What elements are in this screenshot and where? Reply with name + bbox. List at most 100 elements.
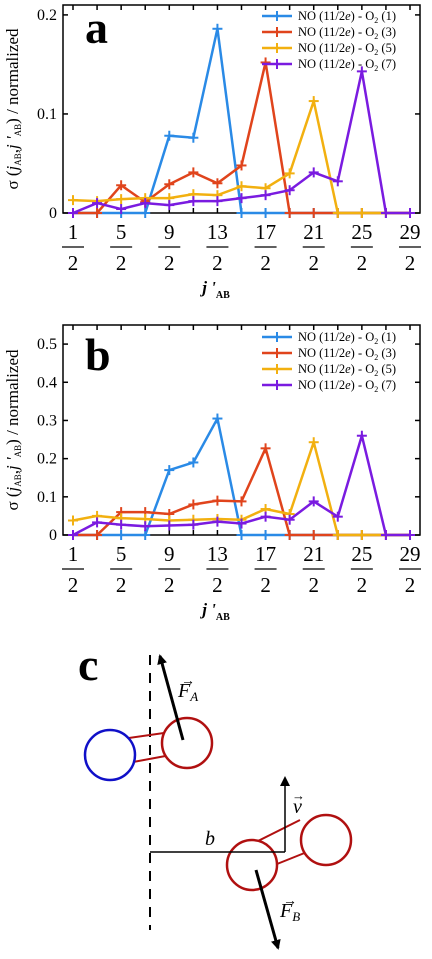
data-point <box>284 514 295 525</box>
x-tick-label-denominator: 2 <box>68 573 79 597</box>
data-point <box>236 181 247 192</box>
y-tick-label: 0 <box>49 527 57 544</box>
data-point <box>188 132 199 143</box>
atom-red-b1 <box>225 838 279 892</box>
x-axis-label: j 'AB <box>199 278 230 301</box>
data-point <box>380 208 391 218</box>
data-point <box>308 208 319 218</box>
legend-label: NO (11/2e) - O2 (1) <box>298 9 396 25</box>
data-point <box>260 511 271 522</box>
data-point <box>188 457 199 468</box>
x-tick-label-numerator: 5 <box>116 220 127 244</box>
data-point <box>236 208 247 218</box>
x-tick-label-denominator: 2 <box>260 573 271 597</box>
data-point <box>92 530 103 540</box>
data-point <box>140 208 151 218</box>
data-point <box>405 208 415 218</box>
data-point <box>140 198 151 209</box>
data-point <box>188 499 199 510</box>
x-tick-label-denominator: 2 <box>405 251 416 275</box>
vector-arrow-icon: → <box>292 788 305 803</box>
data-point <box>68 515 78 526</box>
data-point <box>188 196 199 207</box>
data-point <box>236 530 247 540</box>
data-point <box>332 530 343 540</box>
panel-label-c: c <box>78 639 98 690</box>
x-tick-label-numerator: 1 <box>68 220 79 244</box>
x-tick-label-numerator: 29 <box>400 542 421 566</box>
data-point <box>308 167 319 178</box>
x-tick-label-numerator: 13 <box>207 542 228 566</box>
data-point <box>332 176 343 187</box>
data-point <box>212 23 223 34</box>
x-tick-label-numerator: 17 <box>255 220 276 244</box>
legend-label: NO (11/2e) - O2 (3) <box>298 346 396 362</box>
data-point <box>356 66 367 77</box>
y-axis: 0 0.1 0.2 <box>37 7 420 222</box>
data-point <box>92 517 103 528</box>
data-point <box>405 530 415 540</box>
data-point <box>140 521 151 532</box>
panel-c-diagram: c FA → b v → FB → <box>78 639 353 950</box>
x-tick-label-denominator: 2 <box>116 251 127 275</box>
data-point <box>308 437 319 448</box>
data-point <box>308 530 319 540</box>
force-b-label: FB <box>279 900 300 924</box>
data-point <box>308 96 319 107</box>
data-point <box>284 530 295 540</box>
data-point <box>284 208 295 218</box>
legend: NO (11/2e) - O2 (1)NO (11/2e) - O2 (3)NO… <box>262 330 396 394</box>
x-tick-label-numerator: 21 <box>303 220 324 244</box>
y-tick-label: 0.3 <box>37 412 57 429</box>
y-tick-label: 0.1 <box>37 106 57 123</box>
data-point <box>116 519 127 530</box>
data-point <box>116 530 127 540</box>
legend-label: NO (11/2e) - O2 (7) <box>298 378 396 394</box>
x-tick-label-numerator: 25 <box>351 542 372 566</box>
data-point <box>116 194 127 205</box>
data-point <box>188 167 199 178</box>
x-tick-label-numerator: 9 <box>164 220 175 244</box>
data-point <box>332 208 343 218</box>
y-axis: 0 0.1 0.2 0.3 0.4 0.5 <box>37 336 420 544</box>
data-point <box>380 530 391 540</box>
data-point <box>164 130 175 141</box>
impact-parameter-label: b <box>205 828 215 850</box>
data-point <box>116 204 127 215</box>
y-tick-label: 0.1 <box>37 489 57 506</box>
data-point <box>260 190 271 201</box>
data-point <box>92 198 103 209</box>
legend-label: NO (11/2e) - O2 (5) <box>298 362 396 378</box>
y-tick-label: 0.2 <box>37 451 57 468</box>
data-point <box>236 496 247 507</box>
x-tick-label-numerator: 21 <box>303 542 324 566</box>
data-point <box>92 208 103 218</box>
x-tick-label-denominator: 2 <box>116 573 127 597</box>
data-point <box>164 465 175 476</box>
svg-text:σ (jAB,j 'AB) / normalized: σ (jAB,j 'AB) / normalized <box>3 28 23 190</box>
data-point <box>188 519 199 530</box>
data-point <box>332 511 343 522</box>
velocity-label: v <box>293 796 302 818</box>
data-point <box>260 208 271 218</box>
panel-label-a: a <box>85 2 108 53</box>
data-point <box>68 530 78 540</box>
x-tick-label-denominator: 2 <box>405 573 416 597</box>
force-b-arrow <box>254 869 281 950</box>
y-tick-label: 0.5 <box>37 336 57 353</box>
legend-label: NO (11/2e) - O2 (5) <box>298 41 396 57</box>
x-tick-label-numerator: 13 <box>207 220 228 244</box>
series-group <box>68 413 415 540</box>
legend-label: NO (11/2e) - O2 (7) <box>298 57 396 73</box>
x-tick-label-numerator: 25 <box>351 220 372 244</box>
legend: NO (11/2e) - O2 (1)NO (11/2e) - O2 (3)NO… <box>262 9 396 73</box>
force-a-label: FA <box>177 680 198 704</box>
data-point <box>356 530 367 540</box>
y-tick-label: 0 <box>49 205 57 222</box>
panel-label-b: b <box>85 329 111 380</box>
data-point <box>140 530 151 540</box>
